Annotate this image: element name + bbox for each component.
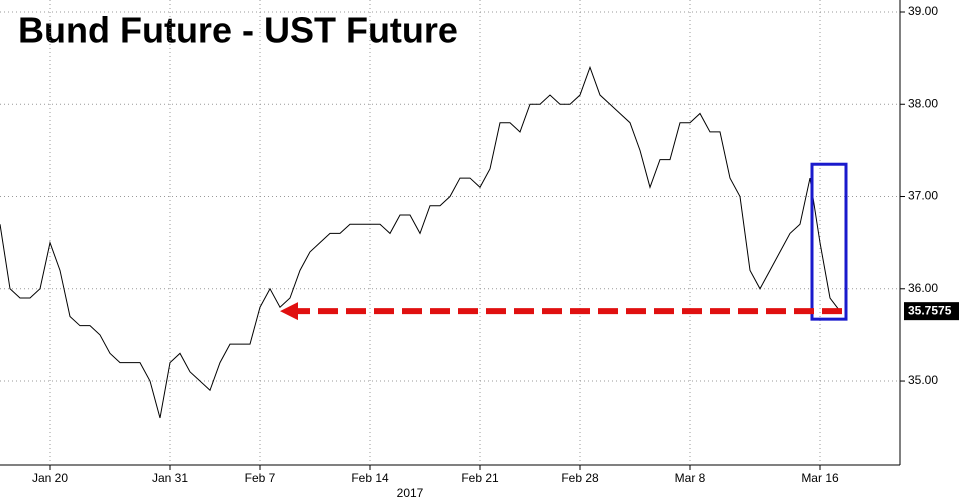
year-label: 2017 [397,486,424,500]
x-tick-label: Mar 16 [801,471,839,485]
last-value-box [904,302,959,321]
y-tick-label: 36.00 [908,281,938,295]
data-line [0,65,841,419]
x-tick-label: Jan 31 [152,471,188,485]
last-value-label: 35.7575 [908,303,952,317]
y-tick-label: 35.00 [908,373,938,387]
y-tick-label: 39.00 [908,4,938,18]
x-tick-label: Mar 8 [675,471,706,485]
highlight-box [810,162,848,321]
x-tick-label: Feb 14 [351,471,389,485]
y-tick-label: 37.00 [908,189,938,203]
arrow-head [280,302,298,321]
x-tick-label: Feb 7 [245,471,276,485]
x-tick-label: Feb 21 [461,471,499,485]
chart-title: Bund Future - UST Future [18,10,458,51]
y-tick-label: 38.00 [908,96,938,110]
x-tick-label: Feb 28 [561,471,599,485]
x-tick-label: Jan 20 [32,471,68,485]
